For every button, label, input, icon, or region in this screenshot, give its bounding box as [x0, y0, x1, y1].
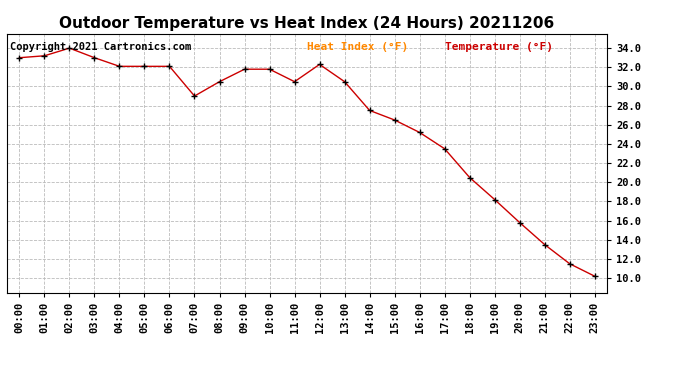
- Text: Heat Index (°F): Heat Index (°F): [307, 42, 408, 51]
- Text: Copyright 2021 Cartronics.com: Copyright 2021 Cartronics.com: [10, 42, 191, 51]
- Title: Outdoor Temperature vs Heat Index (24 Hours) 20211206: Outdoor Temperature vs Heat Index (24 Ho…: [59, 16, 555, 31]
- Text: Temperature (°F): Temperature (°F): [445, 42, 553, 51]
